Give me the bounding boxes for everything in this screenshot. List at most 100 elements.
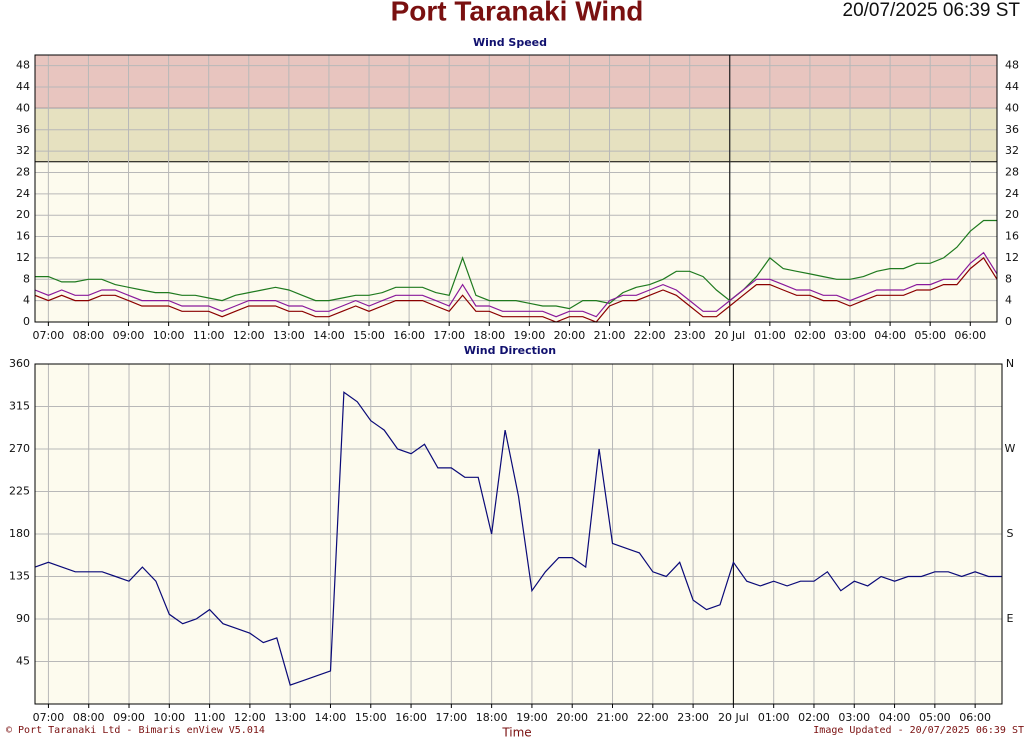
threshold-band — [35, 108, 997, 162]
y-tick-label-right: 12 — [1005, 251, 1019, 264]
x-tick-label: 10:00 — [153, 711, 185, 724]
updated: Image Updated - 20/07/2025 06:39 ST — [813, 725, 1024, 736]
y-tick-label: 44 — [16, 80, 30, 93]
x-tick-label: 03:00 — [838, 711, 870, 724]
y-tick-label-right: 36 — [1005, 123, 1019, 136]
y-tick-label-right: 48 — [1005, 59, 1019, 72]
y2-tick-label: E — [1007, 612, 1014, 625]
y-tick-label-right: 20 — [1005, 208, 1019, 221]
x-axis-label: Time — [501, 726, 531, 740]
chart-title: Wind Direction — [464, 344, 556, 357]
x-tick-label: 09:00 — [113, 329, 145, 342]
plot-frame — [34, 54, 998, 323]
x-tick-label: 22:00 — [637, 711, 669, 724]
y-tick-label: 90 — [16, 612, 30, 625]
x-tick-label: 20 Jul — [714, 329, 745, 342]
x-tick-label: 09:00 — [113, 711, 145, 724]
y-tick-label: 270 — [9, 442, 30, 455]
y-tick-label-right: 40 — [1005, 101, 1019, 114]
page-title: Port Taranaki Wind — [391, 0, 644, 26]
x-tick-label: 06:00 — [954, 329, 986, 342]
x-tick-label: 04:00 — [874, 329, 906, 342]
x-tick-label: 01:00 — [754, 329, 786, 342]
x-tick-label: 22:00 — [634, 329, 666, 342]
y-tick-label-right: 4 — [1005, 294, 1012, 307]
data-line — [34, 251, 998, 318]
x-tick-label: 16:00 — [395, 711, 427, 724]
x-tick-label: 08:00 — [73, 711, 105, 724]
x-tick-label: 01:00 — [758, 711, 790, 724]
x-tick-label: 05:00 — [914, 329, 946, 342]
y-tick-label-right: 16 — [1005, 230, 1019, 243]
y-tick-label-right: 32 — [1005, 144, 1019, 157]
y-tick-label-right: 8 — [1005, 272, 1012, 285]
x-tick-label: 10:00 — [153, 329, 185, 342]
y-tick-label-right: 0 — [1005, 315, 1012, 328]
y2-tick-label: N — [1006, 357, 1014, 370]
y-tick-label: 12 — [16, 251, 30, 264]
x-tick-label: 14:00 — [315, 711, 347, 724]
plot-frame — [34, 363, 1003, 705]
y2-tick-label: W — [1005, 442, 1016, 455]
data-line — [34, 391, 1002, 686]
x-tick-label: 19:00 — [514, 329, 546, 342]
y-tick-label: 48 — [16, 59, 30, 72]
threshold-band — [35, 55, 997, 109]
x-tick-label: 04:00 — [879, 711, 911, 724]
y-tick-label: 8 — [23, 272, 30, 285]
y-tick-label: 360 — [9, 357, 30, 370]
y-tick-label: 24 — [16, 187, 30, 200]
y-tick-label: 16 — [16, 230, 30, 243]
x-tick-label: 15:00 — [355, 711, 387, 724]
x-tick-label: 12:00 — [234, 711, 266, 724]
x-tick-label: 06:00 — [959, 711, 991, 724]
x-tick-label: 11:00 — [194, 711, 226, 724]
x-tick-label: 18:00 — [476, 711, 508, 724]
x-tick-label: 18:00 — [473, 329, 505, 342]
x-tick-label: 03:00 — [834, 329, 866, 342]
x-tick-label: 13:00 — [273, 329, 305, 342]
y-tick-label: 225 — [9, 485, 30, 498]
x-tick-label: 05:00 — [919, 711, 951, 724]
y-tick-label: 36 — [16, 123, 30, 136]
x-tick-label: 20:00 — [556, 711, 588, 724]
y-tick-label: 28 — [16, 165, 30, 178]
y-tick-label-right: 28 — [1005, 165, 1019, 178]
x-tick-label: 17:00 — [435, 711, 467, 724]
x-tick-label: 08:00 — [73, 329, 105, 342]
x-tick-label: 11:00 — [193, 329, 225, 342]
y-tick-label: 40 — [16, 101, 30, 114]
x-tick-label: 07:00 — [33, 329, 65, 342]
x-tick-label: 13:00 — [274, 711, 306, 724]
x-tick-label: 20:00 — [554, 329, 586, 342]
x-tick-label: 02:00 — [794, 329, 826, 342]
y-tick-label: 45 — [16, 655, 30, 668]
x-tick-label: 14:00 — [313, 329, 345, 342]
y-tick-label: 32 — [16, 144, 30, 157]
x-tick-label: 21:00 — [597, 711, 629, 724]
x-tick-label: 16:00 — [393, 329, 425, 342]
y-tick-label-right: 24 — [1005, 187, 1019, 200]
y-tick-label: 0 — [23, 315, 30, 328]
y-tick-label: 4 — [23, 294, 30, 307]
x-tick-label: 12:00 — [233, 329, 265, 342]
chart-title: Wind Speed — [473, 36, 547, 49]
x-tick-label: 07:00 — [33, 711, 65, 724]
x-tick-label: 15:00 — [353, 329, 385, 342]
y-tick-label: 20 — [16, 208, 30, 221]
x-tick-label: 17:00 — [433, 329, 465, 342]
x-tick-label: 02:00 — [798, 711, 830, 724]
y-tick-label-right: 44 — [1005, 80, 1019, 93]
y-tick-label: 180 — [9, 527, 30, 540]
x-tick-label: 23:00 — [677, 711, 709, 724]
x-tick-label: 21:00 — [594, 329, 626, 342]
y-tick-label: 135 — [9, 570, 30, 583]
data-line — [34, 257, 998, 323]
x-tick-label: 20 Jul — [718, 711, 749, 724]
copyright: © Port Taranaki Ltd - Bimaris enView V5.… — [6, 725, 265, 736]
x-tick-label: 19:00 — [516, 711, 548, 724]
data-line — [35, 219, 997, 310]
y-tick-label: 315 — [9, 400, 30, 413]
y2-tick-label: S — [1007, 527, 1014, 540]
